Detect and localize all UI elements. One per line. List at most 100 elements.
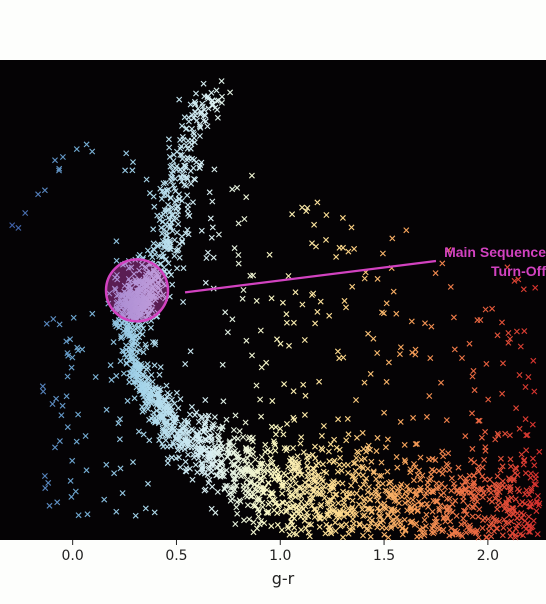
star-point	[505, 495, 512, 502]
star-point	[309, 451, 316, 458]
star-point	[361, 498, 368, 505]
star-point	[533, 508, 540, 515]
star-point	[513, 328, 520, 335]
star-point	[496, 489, 503, 495]
star-point	[247, 480, 254, 487]
star-point	[323, 212, 330, 218]
star-point	[238, 473, 244, 480]
star-point	[262, 441, 269, 448]
star-point	[287, 481, 294, 488]
star-point	[257, 396, 264, 403]
star-point	[153, 294, 159, 301]
star-point	[159, 425, 166, 432]
star-point	[203, 458, 210, 464]
star-point	[445, 247, 452, 253]
star-point	[534, 493, 541, 499]
star-point	[145, 374, 152, 381]
star-point	[290, 445, 297, 451]
star-point	[234, 184, 241, 191]
star-point	[505, 497, 512, 504]
star-point	[370, 335, 377, 342]
star-point	[232, 475, 239, 482]
star-point	[132, 512, 139, 519]
star-point	[269, 398, 276, 404]
star-point	[377, 501, 384, 508]
star-point	[462, 487, 469, 494]
star-point	[428, 471, 435, 478]
star-point	[202, 437, 209, 443]
star-point	[233, 504, 240, 511]
star-point	[383, 300, 390, 307]
star-point	[185, 155, 192, 162]
star-point	[476, 506, 483, 513]
star-point	[314, 199, 321, 206]
star-point	[40, 388, 47, 395]
star-point	[429, 488, 436, 495]
star-point	[319, 446, 326, 453]
star-point	[219, 361, 226, 368]
star-point	[192, 461, 199, 468]
star-point	[171, 237, 178, 243]
star-point	[113, 292, 120, 299]
star-point	[180, 265, 187, 272]
star-point	[225, 442, 232, 449]
star-point	[311, 469, 318, 476]
star-point	[507, 533, 514, 540]
star-point	[525, 374, 532, 380]
star-point	[205, 105, 212, 112]
star-point	[443, 461, 450, 467]
star-point	[302, 525, 309, 532]
star-point	[202, 118, 209, 125]
star-point	[499, 463, 506, 470]
star-point	[215, 446, 222, 453]
star-point	[360, 446, 367, 452]
star-point	[388, 524, 395, 531]
star-point	[308, 521, 315, 528]
star-point	[495, 502, 501, 508]
star-point	[132, 307, 139, 313]
star-point	[196, 133, 203, 139]
star-point	[365, 442, 372, 449]
star-point	[210, 421, 216, 427]
star-point	[290, 388, 297, 395]
star-point	[350, 511, 357, 518]
star-point	[301, 411, 308, 418]
star-point	[243, 446, 250, 453]
star-point	[408, 504, 415, 511]
star-point	[177, 464, 184, 471]
star-point	[180, 299, 187, 305]
star-point	[442, 518, 449, 525]
star-point	[404, 507, 411, 514]
star-point	[475, 463, 482, 470]
star-point	[129, 356, 136, 363]
star-point	[283, 507, 290, 513]
star-point	[335, 479, 342, 486]
star-point	[528, 487, 535, 494]
star-point	[454, 528, 461, 535]
star-point	[298, 526, 305, 533]
star-point	[485, 396, 492, 403]
star-point	[234, 510, 241, 517]
star-point	[326, 504, 333, 511]
star-point	[475, 534, 482, 541]
star-point	[160, 218, 166, 225]
star-point	[171, 252, 178, 259]
star-point	[361, 379, 368, 386]
star-point	[428, 323, 435, 330]
star-point	[169, 167, 176, 174]
star-point	[446, 504, 453, 511]
star-point	[401, 457, 408, 464]
star-point	[292, 467, 299, 474]
star-point	[445, 504, 452, 511]
star-point	[290, 530, 297, 537]
star-point	[128, 336, 135, 342]
star-point	[41, 473, 48, 479]
star-point	[266, 499, 273, 506]
star-point	[131, 395, 138, 402]
star-point	[269, 459, 276, 466]
star-point	[283, 319, 290, 326]
star-point	[289, 459, 296, 466]
star-point	[313, 243, 319, 250]
star-point	[514, 510, 521, 517]
star-point	[381, 531, 388, 538]
